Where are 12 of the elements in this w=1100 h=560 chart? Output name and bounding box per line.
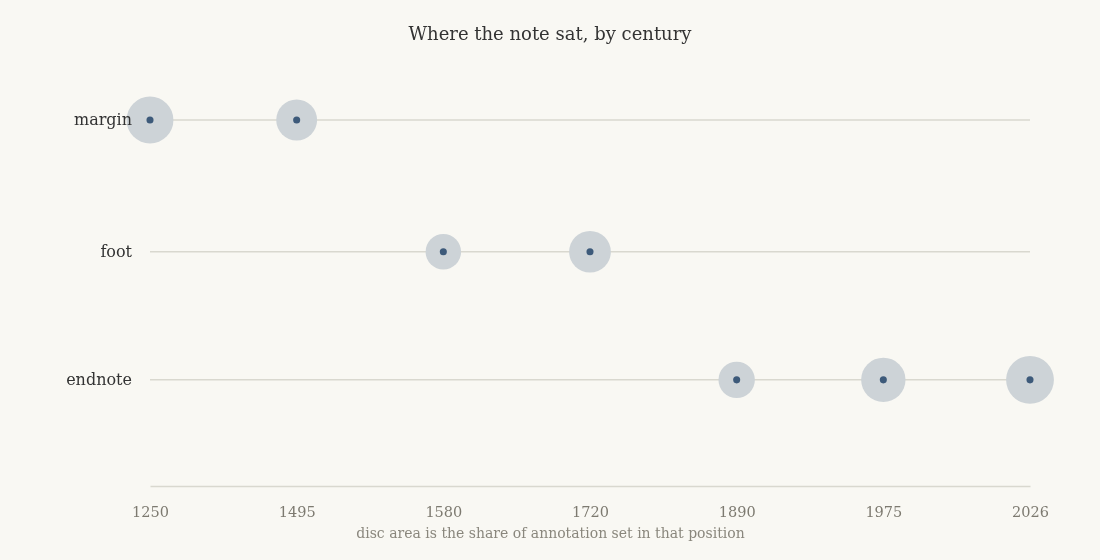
x-tick-label: 1495 bbox=[278, 503, 316, 520]
x-tick-label: 1580 bbox=[425, 503, 463, 520]
x-tick-label: 2026 bbox=[1012, 503, 1049, 520]
ref-line-label: endnote bbox=[66, 369, 132, 389]
x-tick-label: 1720 bbox=[572, 503, 609, 520]
ref-line-label: margin bbox=[73, 110, 132, 129]
x-tick-label: 1890 bbox=[718, 503, 756, 520]
ref-line-label: foot bbox=[100, 241, 133, 261]
x-tick-label: 1250 bbox=[132, 503, 169, 520]
x-axis-title: disc area is the share of annotation set in that position bbox=[356, 525, 745, 541]
x-tick-label: 1975 bbox=[865, 503, 903, 520]
chart-title: Where the note sat, by century bbox=[408, 23, 693, 44]
